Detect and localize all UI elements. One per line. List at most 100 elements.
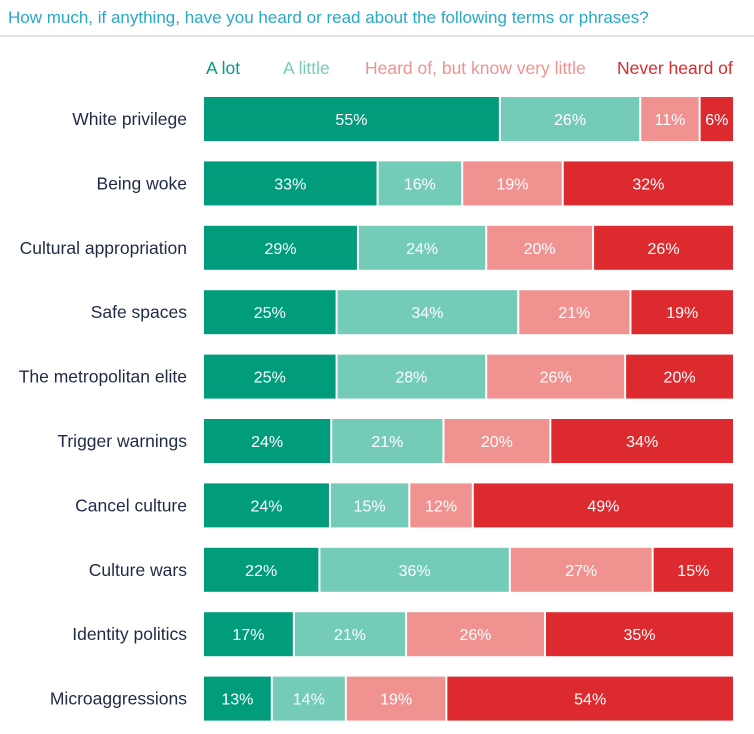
bar-segment-heard-of-but-know-very-little — [463, 161, 562, 206]
data-label-heard-of-but-know-very-little: 12% — [425, 498, 457, 515]
bar-rows: White privilege 55% 26% 11% 6% Being woke 33% 1… — [19, 97, 733, 721]
bar-row-cultural-appropriation: Cultural appropriation 29% 24% 20% 26% — [20, 225, 733, 270]
data-label-never-heard-of: 6% — [705, 112, 728, 129]
chart-title: How much, if anything, have you heard or… — [8, 8, 649, 27]
category-label: Trigger warnings — [57, 431, 187, 451]
bar-segment-never-heard-of — [545, 612, 733, 657]
bar-segment-heard-of-but-know-very-little — [487, 354, 625, 399]
bar-segment-heard-of-but-know-very-little — [519, 290, 630, 335]
bar-row-trigger-warnings: Trigger warnings 24% 21% 20% 34% — [57, 419, 733, 463]
data-label-heard-of-but-know-very-little: 20% — [524, 241, 556, 258]
data-label-a-little: 36% — [399, 563, 431, 580]
data-label-a-lot: 29% — [264, 241, 296, 258]
bar-segment-a-little — [358, 225, 486, 270]
bar-segment-a-little — [294, 612, 406, 657]
bar-segment-heard-of-but-know-very-little — [346, 676, 446, 721]
data-label-a-little: 24% — [406, 241, 438, 258]
bar-row-the-metropolitan-elite: The metropolitan elite 25% 28% 26% 20% — [19, 354, 733, 399]
data-label-a-little: 28% — [395, 370, 427, 387]
data-label-heard-of-but-know-very-little: 20% — [481, 434, 513, 451]
data-label-never-heard-of: 54% — [574, 692, 606, 709]
data-label-a-little: 16% — [404, 176, 436, 193]
data-label-never-heard-of: 15% — [677, 563, 709, 580]
bar-segment-a-lot — [204, 97, 499, 141]
bar-segment-never-heard-of — [653, 547, 733, 592]
bar-segment-a-little — [320, 547, 509, 592]
data-label-never-heard-of: 19% — [666, 305, 698, 322]
category-label: The metropolitan elite — [19, 367, 187, 387]
data-label-a-lot: 25% — [254, 370, 286, 387]
bar-segment-a-little — [330, 483, 409, 528]
data-label-a-little: 21% — [371, 434, 403, 451]
bar-segment-never-heard-of — [563, 161, 733, 206]
category-label: Safe spaces — [91, 302, 188, 322]
bar-segment-a-lot — [204, 547, 319, 592]
category-label: Culture wars — [89, 560, 187, 580]
category-label: Cancel culture — [75, 495, 187, 515]
bar-segment-never-heard-of — [626, 354, 733, 399]
bar-segment-never-heard-of — [447, 676, 733, 721]
bar-row-identity-politics: Identity politics 17% 21% 26% 35% — [72, 612, 733, 657]
data-label-heard-of-but-know-very-little: 27% — [565, 563, 597, 580]
bar-segment-a-little — [378, 161, 462, 206]
category-label: White privilege — [72, 109, 187, 129]
bar-segment-a-lot — [204, 676, 271, 721]
bar-segment-never-heard-of — [473, 483, 733, 528]
data-label-never-heard-of: 32% — [632, 176, 664, 193]
bar-segment-a-lot — [204, 290, 336, 335]
data-label-heard-of-but-know-very-little: 26% — [540, 370, 572, 387]
data-label-a-little: 14% — [293, 692, 325, 709]
bar-row-microaggressions: Microaggressions 13% 14% 19% 54% — [50, 676, 733, 721]
data-label-heard-of-but-know-very-little: 21% — [558, 305, 590, 322]
bar-segment-never-heard-of — [631, 290, 733, 335]
bar-segment-never-heard-of — [551, 419, 733, 463]
bar-segment-a-lot — [204, 419, 331, 463]
bar-segment-a-little — [500, 97, 640, 141]
bar-segment-heard-of-but-know-very-little — [641, 97, 699, 141]
data-label-heard-of-but-know-very-little: 11% — [655, 112, 686, 129]
bar-segment-heard-of-but-know-very-little — [410, 483, 472, 528]
category-label: Microaggressions — [50, 689, 187, 709]
bar-row-being-woke: Being woke 33% 16% 19% 32% — [97, 161, 733, 206]
data-label-a-lot: 25% — [254, 305, 286, 322]
category-label: Being woke — [97, 173, 187, 193]
legend-item-a-lot: A lot — [206, 58, 240, 78]
data-label-a-little: 34% — [411, 305, 443, 322]
data-label-heard-of-but-know-very-little: 19% — [380, 692, 412, 709]
bar-row-safe-spaces: Safe spaces 25% 34% 21% 19% — [91, 290, 733, 335]
bar-segment-a-little — [272, 676, 345, 721]
data-label-a-lot: 22% — [245, 563, 277, 580]
data-label-never-heard-of: 49% — [587, 498, 619, 515]
category-label: Identity politics — [72, 624, 187, 644]
data-label-heard-of-but-know-very-little: 26% — [459, 627, 491, 644]
legend-item-never-heard-of: Never heard of — [617, 58, 733, 78]
data-label-never-heard-of: 35% — [623, 627, 655, 644]
data-label-a-lot: 17% — [232, 627, 264, 644]
data-label-never-heard-of: 34% — [626, 434, 658, 451]
bar-segment-never-heard-of — [700, 97, 733, 141]
category-label: Cultural appropriation — [20, 238, 187, 258]
bar-segment-a-lot — [204, 161, 377, 206]
bar-segment-heard-of-but-know-very-little — [407, 612, 544, 657]
data-label-a-lot: 33% — [274, 176, 306, 193]
bar-segment-a-little — [337, 354, 486, 399]
bar-segment-never-heard-of — [594, 225, 733, 270]
data-label-a-little: 21% — [334, 627, 366, 644]
data-label-a-lot: 24% — [250, 498, 282, 515]
bar-segment-a-lot — [204, 483, 329, 528]
data-label-a-lot: 55% — [335, 112, 367, 129]
bar-segment-a-little — [337, 290, 518, 335]
bar-segment-a-lot — [204, 225, 357, 270]
data-label-heard-of-but-know-very-little: 19% — [496, 176, 528, 193]
data-label-a-little: 26% — [554, 112, 586, 129]
data-label-a-lot: 24% — [251, 434, 283, 451]
legend-item-a-little: A little — [283, 58, 330, 78]
data-label-never-heard-of: 26% — [648, 241, 680, 258]
bar-segment-heard-of-but-know-very-little — [487, 225, 593, 270]
data-label-never-heard-of: 20% — [664, 370, 696, 387]
bar-row-white-privilege: White privilege 55% 26% 11% 6% — [72, 97, 733, 141]
data-label-a-little: 15% — [354, 498, 386, 515]
bar-segment-a-lot — [204, 612, 293, 657]
legend-item-heard-of-but-know-very-little: Heard of, but know very little — [365, 58, 586, 78]
